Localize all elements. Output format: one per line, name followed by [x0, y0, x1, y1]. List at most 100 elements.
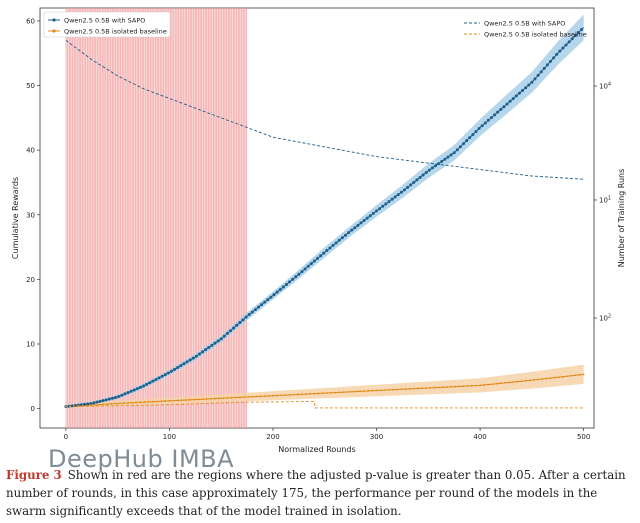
data-point: [247, 396, 250, 398]
data-point: [263, 300, 267, 304]
data-point: [280, 394, 283, 397]
data-point: [160, 400, 163, 403]
data-point: [272, 394, 274, 397]
data-point: [218, 397, 221, 400]
data-point: [558, 49, 562, 53]
data-point: [70, 404, 74, 408]
data-point: [412, 180, 416, 184]
legend-entry: Qwen2.5 0.5B isolated baseline: [64, 27, 167, 35]
data-point: [578, 373, 581, 376]
data-point: [164, 400, 167, 402]
data-point: [359, 390, 361, 393]
data-point: [107, 397, 111, 401]
data-point: [536, 73, 540, 77]
data-point: [263, 395, 266, 398]
y2-tick-label: 102: [599, 314, 611, 323]
data-point: [468, 136, 472, 140]
data-point: [170, 369, 174, 373]
data-point: [409, 183, 413, 187]
y-tick-label: 30: [26, 211, 35, 219]
x-axis-label: Normalized Rounds: [278, 445, 355, 454]
data-point: [92, 401, 96, 405]
x-tick-label: 300: [370, 433, 383, 441]
data-point: [132, 388, 136, 392]
data-point: [517, 91, 521, 95]
data-point: [483, 121, 487, 125]
x-tick-label: 200: [266, 433, 279, 441]
data-point: [450, 385, 452, 388]
data-point: [430, 166, 434, 170]
data-point: [514, 94, 518, 98]
data-point: [322, 251, 326, 255]
y-tick-label: 0: [31, 405, 35, 413]
data-point: [337, 238, 341, 242]
data-point: [576, 31, 580, 35]
axes: 0 100 200 300 400 500 0 10 20 30 40 50 60 101 102 104 No…: [11, 17, 626, 454]
data-point: [375, 389, 378, 392]
data-point: [194, 354, 198, 358]
data-point: [156, 400, 158, 403]
data-point: [247, 313, 251, 317]
data-point: [148, 381, 152, 385]
data-point: [505, 102, 509, 106]
data-point: [176, 365, 180, 369]
data-point: [189, 398, 192, 401]
data-point: [417, 387, 419, 390]
data-point: [321, 392, 324, 395]
data-point: [555, 52, 559, 56]
data-point: [234, 396, 237, 399]
data-point: [487, 383, 490, 386]
data-point: [455, 148, 459, 152]
data-point: [243, 396, 245, 399]
y-axis-label: Cumulative Rewards: [11, 177, 20, 259]
y2-tick-label: 104: [599, 82, 611, 91]
data-point: [316, 256, 320, 260]
data-point: [396, 193, 400, 197]
data-point: [381, 204, 385, 208]
data-point: [292, 393, 295, 396]
data-point: [378, 207, 382, 211]
data-point: [89, 404, 92, 407]
data-point: [338, 391, 341, 394]
data-point: [406, 185, 410, 189]
data-point: [110, 402, 113, 405]
data-point: [508, 99, 512, 103]
data-point: [180, 399, 183, 402]
data-point: [362, 219, 366, 223]
data-point: [201, 350, 205, 354]
data-point: [179, 364, 183, 368]
legends: Qwen2.5 0.5B with SAPO Qwen2.5 0.5B isola…: [43, 11, 587, 38]
data-point: [235, 323, 239, 327]
data-point: [238, 396, 241, 399]
data-point: [396, 388, 399, 391]
data-point: [350, 390, 353, 393]
series-dashed-line: [65, 401, 584, 409]
data-point: [504, 381, 506, 384]
data-point: [244, 315, 248, 319]
data-point: [106, 403, 109, 405]
data-point: [393, 195, 397, 199]
data-point: [334, 241, 338, 245]
legend-left: Qwen2.5 0.5B with SAPO Qwen2.5 0.5B isola…: [43, 11, 171, 38]
y-tick-label: 10: [26, 341, 35, 349]
data-point: [470, 384, 473, 387]
data-point: [524, 86, 528, 90]
data-point: [114, 396, 118, 400]
data-point: [197, 352, 201, 356]
data-point: [325, 392, 328, 394]
data-point: [232, 326, 236, 330]
data-point: [462, 385, 465, 388]
data-point: [288, 393, 291, 396]
data-point: [102, 403, 105, 406]
data-point: [135, 387, 139, 391]
data-point: [213, 341, 217, 345]
data-point: [580, 27, 584, 31]
data-point: [388, 389, 390, 391]
data-point: [204, 348, 208, 352]
data-point: [176, 399, 179, 402]
data-point: [266, 298, 270, 302]
watermark-text: DeepHub IMBA: [48, 445, 235, 473]
data-point: [210, 343, 214, 347]
data-point: [353, 226, 357, 230]
data-point: [433, 386, 436, 389]
